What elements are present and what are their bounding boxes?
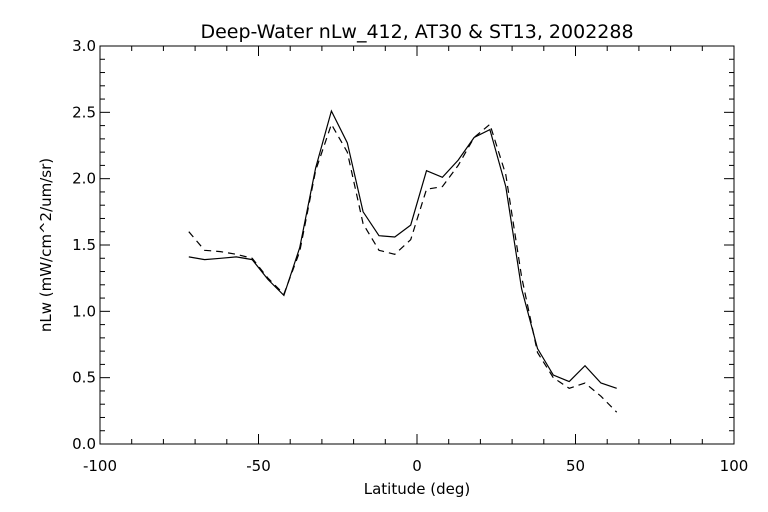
y-tick-label: 1.5 <box>72 236 96 254</box>
y-tick-label: 2.0 <box>72 170 96 188</box>
plot-frame <box>99 45 735 445</box>
series-line-dashed <box>188 122 618 413</box>
y-tick-label: 0.5 <box>72 369 96 387</box>
x-tick-label: -50 <box>246 457 271 475</box>
x-tick-label: -100 <box>83 457 117 475</box>
y-tick-label: 3.0 <box>72 37 96 55</box>
y-tick-label: 0.0 <box>72 435 96 453</box>
x-tick-label: 50 <box>566 457 585 475</box>
y-tick-label: 1.0 <box>72 302 96 320</box>
y-tick-labels: 0.0 0.5 1.0 1.5 2.0 2.5 3.0 <box>72 37 96 453</box>
x-tick-label: 0 <box>412 457 422 475</box>
axis-ticks <box>99 45 735 445</box>
x-tick-labels: -100 -50 0 50 100 <box>83 457 748 475</box>
series-group <box>188 109 618 413</box>
series-line-solid <box>188 109 617 389</box>
y-axis-label: nLw (mW/cm^2/um/sr) <box>37 158 55 332</box>
x-axis-label: Latitude (deg) <box>364 480 470 498</box>
chart-title: Deep-Water nLw_412, AT30 & ST13, 2002288 <box>200 21 633 43</box>
x-tick-label: 100 <box>720 457 749 475</box>
y-tick-label: 2.5 <box>72 103 96 121</box>
